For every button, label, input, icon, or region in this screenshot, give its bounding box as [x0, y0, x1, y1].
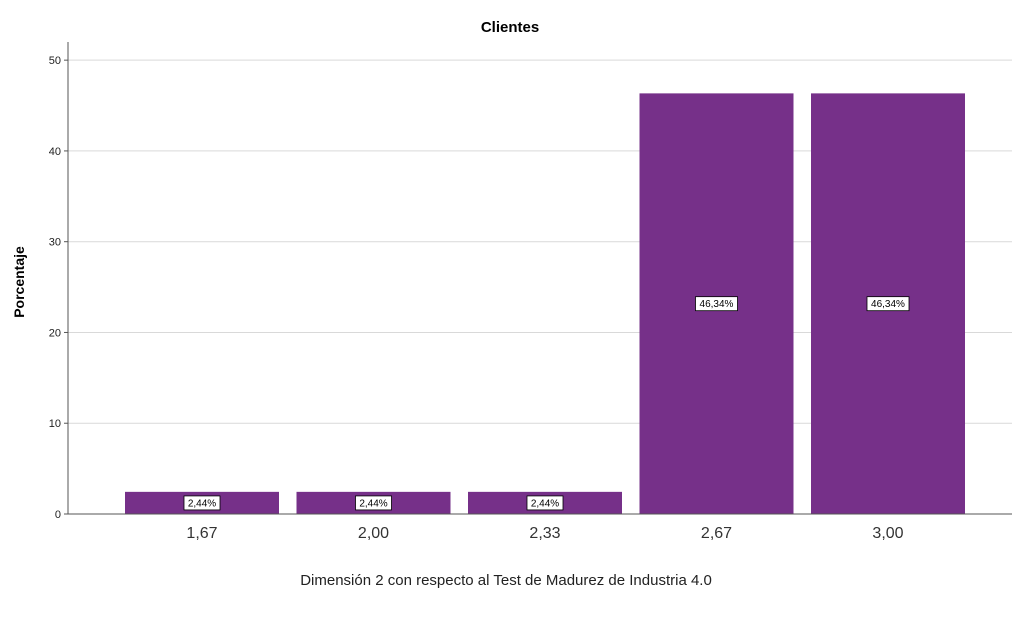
y-axis-label: Porcentaje	[11, 246, 27, 318]
data-label-box	[526, 495, 564, 511]
x-tick-label: 3,00	[872, 525, 903, 542]
y-tick-label: 40	[49, 146, 61, 158]
y-tick-label: 0	[55, 509, 61, 521]
data-label-box	[183, 495, 221, 511]
x-tick-label: 1,67	[186, 525, 217, 542]
data-label: 46,34%	[871, 299, 905, 310]
x-tick-label: 2,00	[358, 525, 389, 542]
x-tick-label: 2,67	[701, 525, 732, 542]
data-label: 2,44%	[188, 498, 216, 509]
y-tick-label: 20	[49, 327, 61, 339]
data-labels: 2,44% 2,44% 2,44% 46,34% 46,34%	[183, 296, 910, 511]
y-tick-label: 30	[49, 237, 61, 249]
data-label: 2,44%	[359, 498, 387, 509]
bars	[125, 93, 965, 515]
axes: 0 10 20 30 40 50 1,67 2,00 2,33 2,67 3,00	[49, 42, 1012, 542]
data-label-box	[695, 296, 738, 312]
data-label: 2,44%	[531, 498, 559, 509]
chart-title: Clientes	[481, 19, 539, 36]
data-label: 46,34%	[700, 299, 734, 310]
data-label-box	[355, 495, 392, 511]
data-label-box	[866, 296, 910, 312]
y-tick-label: 10	[49, 418, 61, 430]
x-axis-label: Dimensión 2 con respecto al Test de Madu…	[300, 572, 712, 589]
x-tick-label: 2,33	[529, 525, 560, 542]
y-tick-label: 50	[49, 55, 61, 67]
